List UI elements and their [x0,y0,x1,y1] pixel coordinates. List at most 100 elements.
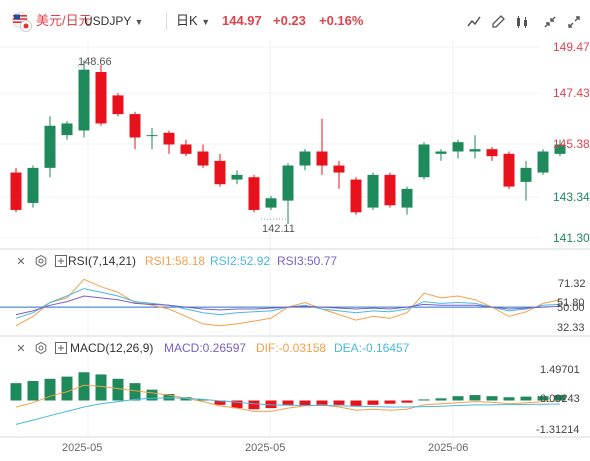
candle-body [197,151,209,166]
rsi2-value: RSI2:52.92 [210,254,271,268]
chevron-down-icon: ▼ [134,17,144,27]
macd-histogram-bar [95,374,107,401]
macd-histogram-bar [503,397,515,401]
candle-body [418,144,430,178]
macd-histogram-bar [316,400,328,405]
macd-pane-header: ✕ MACD(12,26,9) MACD:0.26597 DIF:-0.0315… [0,338,560,358]
macd-y-tick: 0.09243 [540,393,580,405]
candle-body [554,144,566,154]
macd-histogram-bar [401,400,413,403]
rsi1-line [15,278,561,327]
gear-icon[interactable] [34,341,48,355]
candle-body [282,165,294,201]
macd-histogram-bar [44,378,56,401]
y-tick-label: 145.38 [553,137,590,151]
rsi3-value: RSI3:50.77 [277,254,338,268]
macd-y-tick: 1.49701 [540,364,580,376]
chart-type-button[interactable] [512,12,532,32]
macd-histogram-bar [10,383,22,401]
macd-histogram-bar [265,400,277,409]
rsi1-value: RSI1:58.18 [145,254,206,268]
y-tick-label: 147.43 [553,86,590,100]
close-icon[interactable]: ✕ [16,342,26,355]
candle-body [214,160,226,185]
candle-body [401,188,413,208]
symbol-code: USDJPY [84,14,132,28]
macd-histogram-bar [231,400,243,409]
expand-pane-icon[interactable] [54,341,68,355]
price-change-percent: +0.16% [319,13,364,28]
gear-icon[interactable] [34,254,48,268]
pencil-icon [492,15,505,28]
current-price: 144.97 [222,13,262,28]
indicator-icon [467,16,481,27]
macd-histogram-bar [384,400,396,404]
date-axis-label: 2025-05 [245,442,286,454]
rsi-y-tick: 71.32 [558,278,586,290]
symbol-name[interactable]: 美元/日元 [36,13,92,28]
candle-body [469,149,481,152]
macd-histogram-bar [350,400,362,406]
date-axis-label: 2025-06 [428,442,469,454]
y-tick-label: 141.30 [553,231,590,245]
high-price-label: 148.66 [78,56,112,68]
macd-histogram-bar [129,383,141,401]
indicator-button[interactable] [464,12,484,32]
macd-histogram-bar [214,400,226,405]
close-icon[interactable]: ✕ [16,255,26,268]
candle-body [333,165,345,173]
candle-body [248,177,260,210]
dea-line [15,397,561,425]
period-label: 日K [176,13,198,28]
symbol-selector[interactable]: USDJPY ▼ [84,13,143,30]
macd-histogram-bar [61,376,73,401]
macd-value: MACD:0.26597 [164,341,247,355]
macd-histogram-bar [180,397,192,401]
macd-histogram-bar [282,400,294,405]
candle-body [61,123,73,136]
macd-histogram-bar [469,395,481,401]
candle-body [112,95,124,115]
period-selector[interactable]: 日K ▼ [176,13,210,30]
macd-histogram-bar [435,398,447,401]
candle-body [384,174,396,206]
jp-flag-icon [20,20,32,36]
macd-histogram-bar [520,396,532,401]
macd-histogram-bar [452,396,464,401]
candle-body [129,114,141,138]
candle-body [486,149,498,157]
macd-histogram-bar [418,399,430,401]
y-tick-label: 149.47 [553,40,590,54]
macd-histogram-bar [299,400,311,406]
rsi-pane-header: ✕ RSI(7,14,21) RSI1:58.18 RSI2:52.92 RSI… [0,251,560,271]
draw-tool-button[interactable] [488,12,508,32]
macd-indicator-label[interactable]: MACD(12,26,9) [70,341,154,355]
macd-y-tick: -1.31214 [536,424,579,436]
candle-body [163,132,175,145]
chevron-down-icon: ▼ [201,17,211,27]
candle-body [299,151,311,166]
candle-body [367,174,379,208]
macd-histogram-bar [197,399,209,401]
macd-histogram-bar [78,372,90,401]
collapse-button[interactable] [540,12,560,32]
candle-body [10,172,22,210]
fullscreen-button[interactable] [564,12,584,32]
toolbar-divider [166,12,167,30]
date-axis-label: 2025-05 [62,442,103,454]
candle-body [435,151,447,154]
rsi-y-tick: 32.33 [557,322,585,334]
price-change: +0.23 [273,13,306,28]
expand-pane-icon[interactable] [54,254,68,268]
candle-body [231,174,243,180]
expand-icon [568,16,580,28]
rsi-indicator-label[interactable]: RSI(7,14,21) [68,254,137,268]
rsi3-line [15,295,561,316]
candle-body [27,167,39,203]
candle-body [44,125,56,168]
macd-histogram-bar [554,395,566,401]
candle-body [316,151,328,166]
low-price-label: 142.11 [262,223,295,235]
macd-histogram-bar [112,378,124,401]
